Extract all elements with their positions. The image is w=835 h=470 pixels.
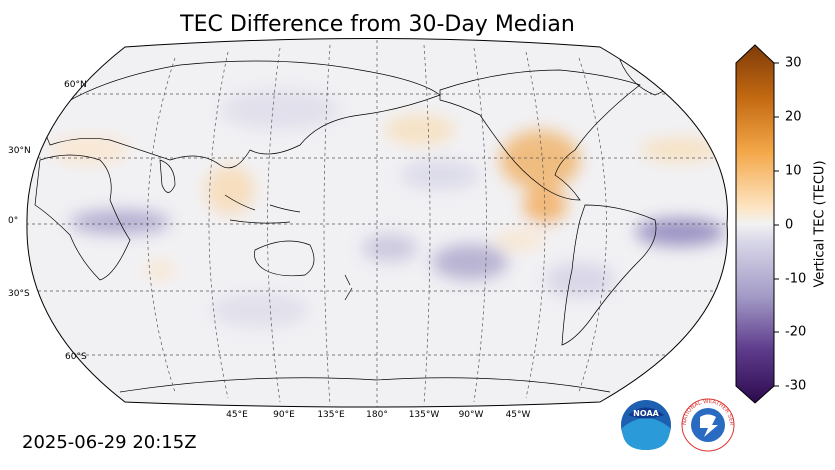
colorbar-tick-10: 10 [785,163,802,179]
colorbar-tick-30: 30 [785,55,802,71]
colorbar-tick-neg10: -10 [785,271,807,287]
tec-map [26,38,728,407]
lat-label-30n: 30°N [8,146,31,156]
lat-label-30s: 30°S [8,289,30,299]
lon-label-90w: 90°W [458,410,484,420]
lon-label-135e: 135°E [317,410,345,420]
colorbar [735,44,779,404]
lon-label-45w: 45°W [505,410,531,420]
lon-label-90e: 90°E [273,410,295,420]
lon-label-180: 180° [366,410,388,420]
colorbar-tick-neg30: -30 [785,378,807,394]
coastlines [34,57,691,393]
map-border [26,38,728,408]
lat-label-60n: 60°N [64,80,87,90]
lat-label-0: 0° [8,216,19,226]
lon-label-135w: 135°W [408,410,440,420]
colorbar-label: Vertical TEC (TECU) [812,160,828,288]
noaa-logo: NOAA [621,400,671,450]
noaa-logo-text: NOAA [633,409,659,418]
lat-label-60s: 60°S [65,352,87,362]
graticule [26,40,728,407]
colorbar-tick-0: 0 [785,217,794,233]
colorbar-tick-20: 20 [785,109,802,125]
colorbar-tick-neg20: -20 [785,324,807,340]
lon-label-45e: 45°E [226,410,248,420]
colorbar-scale [735,44,775,404]
page-title: TEC Difference from 30-Day Median [180,12,575,37]
timestamp: 2025-06-29 20:15Z [22,432,197,453]
tec-anomaly-field [50,90,725,328]
